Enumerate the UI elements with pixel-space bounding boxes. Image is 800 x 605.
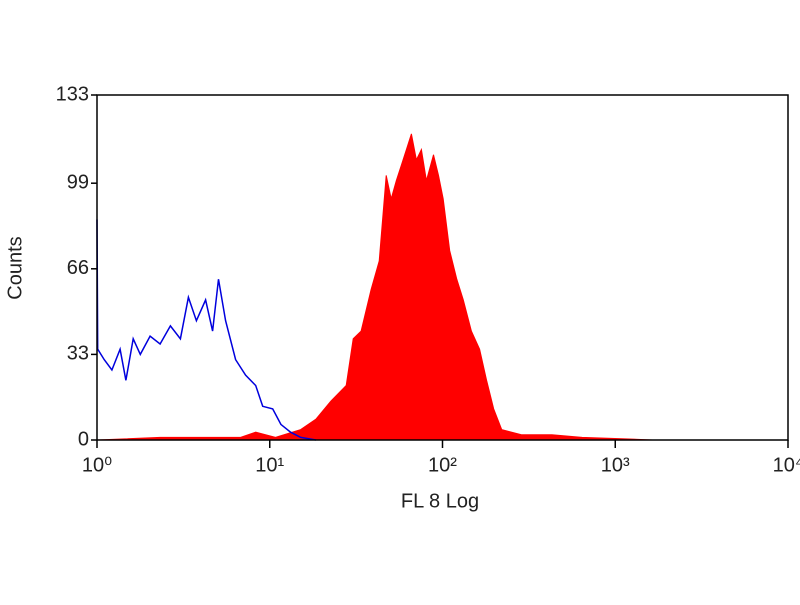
y-tick-label: 133: [56, 83, 89, 105]
x-tick-label: 10⁴: [773, 454, 800, 476]
y-tick-label: 99: [67, 171, 89, 193]
histogram-area: [96, 133, 653, 441]
y-tick-label: 0: [78, 428, 89, 450]
x-tick-label: 10³: [601, 454, 630, 476]
y-tick-label: 66: [67, 257, 89, 279]
y-axis-label: Counts: [4, 236, 26, 299]
x-tick-label: 10⁰: [82, 454, 112, 476]
plot-area: [96, 133, 653, 441]
x-tick-label: 10²: [428, 454, 457, 476]
x-tick-label: 10¹: [255, 454, 284, 476]
x-axis-label: FL 8 Log: [401, 490, 479, 512]
y-tick-label: 33: [67, 343, 89, 365]
histogram-line: [96, 219, 317, 441]
